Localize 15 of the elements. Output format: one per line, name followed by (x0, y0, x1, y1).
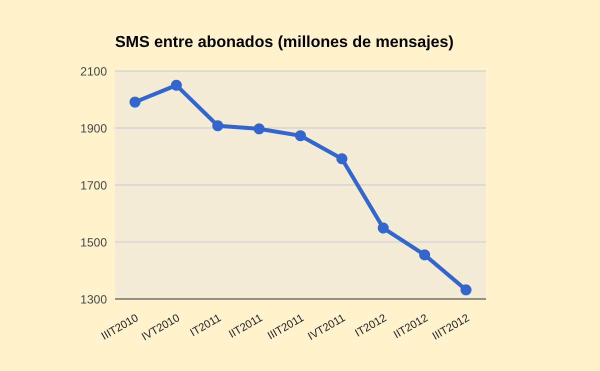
point (130, 96, 140, 108)
point (254, 123, 265, 134)
point (460, 284, 472, 296)
point (419, 249, 430, 260)
point (212, 120, 224, 132)
y-tick-label: 1700 (80, 178, 108, 192)
y-tick-label: 1300 (80, 292, 108, 306)
chart-title: SMS entre abonados (millones de mensajes) (115, 34, 454, 52)
y-tick-label: 1900 (80, 121, 108, 136)
point (378, 222, 389, 234)
point (170, 80, 182, 91)
point (295, 130, 306, 142)
point (336, 153, 348, 164)
y-tick-label: 2100 (80, 64, 108, 78)
y-tick-label: 1500 (80, 235, 108, 250)
